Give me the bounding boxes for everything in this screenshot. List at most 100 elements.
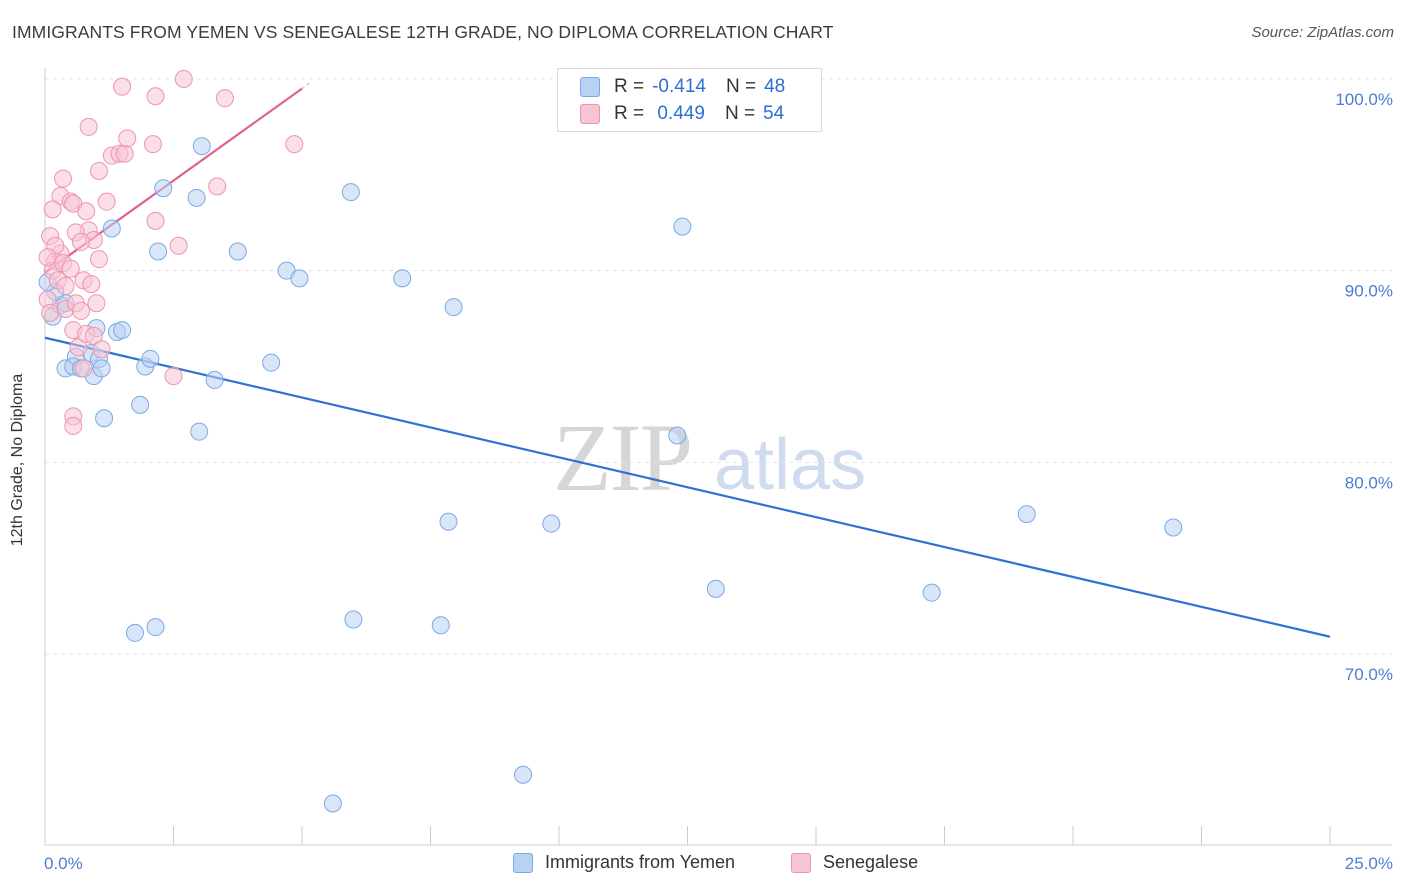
point-senegalese	[53, 169, 72, 188]
point-yemen	[95, 409, 114, 428]
point-yemen	[1017, 505, 1036, 524]
point-yemen	[149, 242, 168, 261]
point-yemen	[290, 269, 309, 288]
point-senegalese	[115, 144, 134, 163]
point-senegalese	[84, 326, 103, 345]
point-senegalese	[97, 192, 116, 211]
x-tick-label: 25.0%	[1345, 854, 1393, 873]
point-yemen	[187, 188, 206, 207]
point-senegalese	[61, 259, 80, 278]
y-tick-label: 90.0%	[1345, 282, 1393, 301]
point-senegalese	[118, 129, 137, 148]
tick-labels: 70.0% 80.0% 90.0% 100.0% 0.0% 25.0%	[44, 90, 1393, 873]
correlation-legend: R = -0.414 N = 48 R = 0.449 N = 54	[557, 68, 822, 132]
axes	[44, 68, 1392, 846]
trend-lines	[44, 82, 1331, 638]
point-yemen	[92, 359, 111, 378]
data-points	[38, 70, 1183, 813]
bottom-swatch-yemen	[513, 852, 533, 873]
point-senegalese	[215, 89, 234, 108]
legend-row-yemen: R = -0.414 N = 48	[580, 74, 785, 100]
gridlines	[45, 78, 1392, 655]
x-tick-label: 0.0%	[44, 854, 83, 873]
bottom-legend-senegalese: Senegalese	[791, 852, 918, 873]
bottom-swatch-senegalese	[791, 852, 811, 873]
point-senegalese	[71, 301, 90, 320]
point-yemen	[146, 618, 165, 637]
legend-n-label: N =	[724, 103, 756, 124]
legend-r-value: 0.449	[652, 103, 705, 124]
point-yemen	[228, 242, 247, 261]
point-senegalese	[146, 87, 165, 106]
point-senegalese	[38, 248, 57, 267]
point-yemen	[154, 179, 173, 198]
point-senegalese	[174, 70, 193, 88]
legend-n-label: N =	[725, 76, 757, 97]
point-senegalese	[89, 250, 108, 269]
point-yemen	[125, 623, 144, 642]
legend-n-value: 54	[763, 103, 785, 124]
point-yemen	[323, 794, 342, 813]
point-senegalese	[41, 303, 60, 322]
point-yemen	[439, 512, 458, 531]
point-yemen	[668, 426, 687, 445]
point-yemen	[514, 765, 533, 784]
legend-swatch-yemen	[580, 77, 600, 97]
watermark-atlas: atlas	[714, 425, 867, 505]
point-yemen	[542, 514, 561, 533]
point-yemen	[190, 422, 209, 441]
point-yemen	[431, 616, 450, 635]
point-yemen	[262, 353, 281, 372]
point-senegalese	[208, 177, 227, 196]
point-yemen	[192, 137, 211, 156]
point-yemen	[706, 579, 725, 598]
trend-extension-senegalese	[301, 82, 311, 90]
point-yemen	[205, 370, 224, 389]
point-yemen	[102, 219, 121, 238]
bottom-legend-label: Senegalese	[823, 852, 919, 872]
point-senegalese	[79, 117, 98, 136]
point-senegalese	[43, 200, 62, 219]
point-yemen	[1164, 518, 1183, 537]
legend-r-label: R =	[614, 103, 645, 124]
point-senegalese	[285, 135, 304, 154]
legend-swatch-senegalese	[580, 104, 600, 124]
chart-title: IMMIGRANTS FROM YEMEN VS SENEGALESE 12TH…	[12, 22, 834, 42]
point-senegalese	[64, 416, 83, 435]
point-yemen	[131, 395, 150, 414]
point-senegalese	[143, 135, 162, 154]
point-senegalese	[87, 294, 106, 313]
point-senegalese	[71, 232, 90, 251]
legend-n-value: 48	[764, 76, 786, 97]
legend-row-senegalese: R = 0.449 N = 54	[580, 101, 784, 127]
point-yemen	[141, 349, 160, 368]
point-senegalese	[169, 236, 188, 255]
point-senegalese	[146, 211, 165, 230]
y-tick-label: 70.0%	[1345, 665, 1393, 684]
legend-r-value: -0.414	[652, 76, 706, 97]
point-senegalese	[89, 162, 108, 180]
point-senegalese	[69, 338, 88, 357]
point-senegalese	[113, 77, 132, 96]
point-yemen	[344, 610, 363, 629]
y-tick-label: 80.0%	[1345, 473, 1393, 492]
watermark-zip: ZIP	[553, 404, 693, 511]
point-senegalese	[56, 277, 75, 295]
bottom-legend-label: Immigrants from Yemen	[545, 852, 736, 872]
point-yemen	[341, 183, 360, 202]
point-senegalese	[77, 202, 96, 221]
point-senegalese	[164, 367, 183, 386]
y-tick-label: 100.0%	[1335, 90, 1393, 109]
point-yemen	[393, 269, 412, 288]
trend-line-yemen	[44, 336, 1331, 638]
point-senegalese	[92, 340, 111, 359]
point-senegalese	[74, 359, 93, 378]
point-yemen	[673, 217, 692, 236]
bottom-legend-yemen: Immigrants from Yemen	[513, 852, 735, 873]
legend-r-label: R =	[614, 76, 645, 97]
source-label: Source: ZipAtlas.com	[1251, 24, 1394, 41]
point-yemen	[113, 321, 132, 340]
point-senegalese	[82, 275, 101, 294]
point-yemen	[444, 298, 463, 317]
